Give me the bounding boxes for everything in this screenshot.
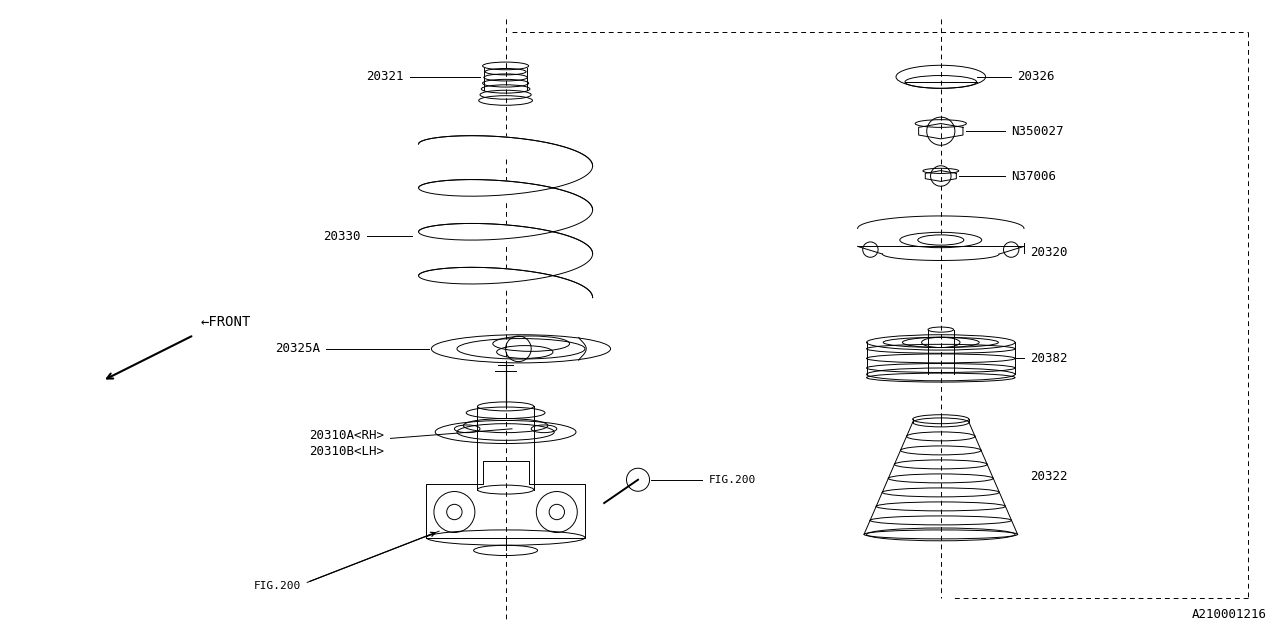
Text: 20330: 20330 [324,230,361,243]
Text: N37006: N37006 [1011,170,1056,182]
Polygon shape [419,180,593,211]
Text: 20325A: 20325A [275,342,320,355]
Text: N350027: N350027 [1011,125,1064,138]
Polygon shape [419,268,593,298]
Text: FIG.200: FIG.200 [253,580,301,591]
Polygon shape [419,136,593,166]
Text: 20382: 20382 [1030,352,1068,365]
Polygon shape [419,223,593,254]
Text: 20326: 20326 [1018,70,1055,83]
Text: 20310B<LH>: 20310B<LH> [308,445,384,458]
Text: 20322: 20322 [1030,470,1068,483]
Text: 20310A<RH>: 20310A<RH> [308,429,384,442]
Text: FIG.200: FIG.200 [708,475,755,484]
Text: ←FRONT: ←FRONT [201,315,251,329]
Text: 20320: 20320 [1030,246,1068,259]
Text: 20321: 20321 [366,70,403,83]
Text: A210001216: A210001216 [1192,608,1267,621]
